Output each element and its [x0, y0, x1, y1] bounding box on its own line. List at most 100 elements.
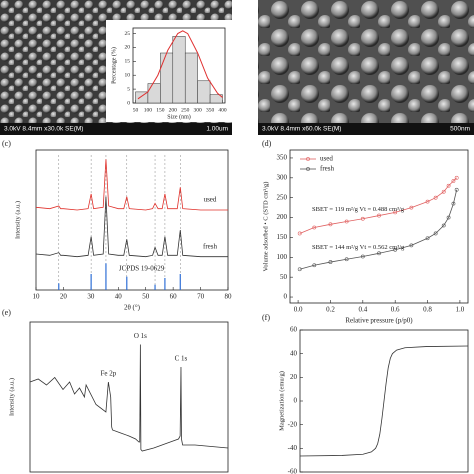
y-tick-label: 350	[277, 154, 288, 162]
bar	[147, 83, 161, 104]
plot-frame	[35, 149, 229, 291]
y-axis-label: Volume adsorbed • C (STD cm³/g)	[262, 182, 269, 272]
series-label: fresh	[203, 242, 217, 250]
marker	[425, 236, 430, 241]
marker	[328, 222, 333, 227]
marker	[454, 175, 459, 180]
marker	[344, 219, 349, 224]
x-tick-label: 50	[133, 107, 139, 113]
x-axis-label: Size (nm)	[167, 113, 191, 120]
peak-label: C 1s	[175, 355, 188, 363]
y-tick-label: 15	[125, 59, 131, 65]
marker	[441, 223, 446, 228]
marker	[393, 247, 398, 252]
y-tick-label: 25	[125, 31, 131, 37]
marker	[433, 231, 438, 236]
y-axis-label: Percentage (%)	[110, 47, 117, 84]
y-tick-label: 10	[125, 72, 131, 78]
peak-label: O 1s	[134, 332, 147, 340]
y-tick-label: -40	[288, 444, 298, 452]
bar	[209, 94, 223, 104]
y-tick-label: 100	[277, 253, 288, 261]
bar	[172, 36, 186, 104]
reference-label: JCPDS 19-0629	[119, 264, 165, 272]
y-axis-label: Intensity (a.u.)	[14, 201, 21, 239]
panel-label: (c)	[2, 139, 11, 148]
x-tick-label: 0.8	[423, 306, 432, 314]
peak-label: Fe 2p	[101, 370, 117, 378]
marker	[312, 225, 317, 230]
x-tick-label: 300	[194, 107, 203, 113]
sem-scale: 500nm	[450, 126, 470, 133]
marker	[360, 254, 365, 259]
x-tick-label: 400	[218, 107, 227, 113]
y-tick-label: 40	[290, 349, 298, 357]
x-tick-label: 30	[87, 293, 95, 301]
marker	[441, 189, 446, 194]
y-tick-label: 20	[125, 45, 131, 51]
y-axis-label: Intensity (a.u.)	[8, 378, 15, 416]
series-line	[299, 189, 458, 270]
marker	[451, 201, 456, 206]
x-tick-label: 0.0	[294, 306, 303, 314]
marker	[297, 231, 302, 236]
legend-marker	[306, 157, 310, 161]
sem-scale: 1.00um	[206, 126, 228, 133]
y-axis-label: Magnetization (emu/g)	[278, 371, 285, 431]
plot-frame	[29, 321, 229, 473]
legend-marker	[306, 167, 310, 171]
panel-label: (d)	[262, 139, 272, 148]
panel-label: (f)	[262, 313, 270, 322]
bar	[197, 80, 211, 104]
y-tick-label: 5	[127, 86, 130, 92]
y-tick-label: 60	[290, 326, 298, 334]
x-tick-label: 200	[169, 107, 178, 113]
x-tick-label: 100	[144, 107, 153, 113]
marker	[409, 243, 414, 248]
x-tick-label: 0.2	[326, 306, 335, 314]
marker	[454, 187, 459, 192]
sem-footer	[258, 123, 474, 135]
sem-image-b: 3.0kV 8.4mm x60.0k SE(M) 500nm	[258, 0, 474, 135]
x-tick-label: 60	[170, 293, 178, 301]
y-tick-label: 50	[280, 273, 288, 281]
y-tick-label: 20	[290, 373, 298, 381]
marker	[446, 183, 451, 188]
y-tick-label: 200	[277, 213, 288, 221]
legend-label: used	[320, 155, 333, 163]
sem-image	[258, 0, 474, 135]
marker	[312, 263, 317, 268]
x-tick-label: 50	[142, 293, 150, 301]
y-tick-label: 300	[277, 173, 288, 181]
x-tick-label: 150	[156, 107, 165, 113]
x-tick-label: 10	[33, 293, 41, 301]
marker	[360, 216, 365, 221]
annotation: SBET = 119 m²/g Vt = 0.488 cm³/g	[312, 206, 405, 213]
x-axis-label: Relative pressure (p/p0)	[345, 317, 413, 325]
series-line	[299, 177, 457, 234]
marker	[409, 205, 414, 210]
y-tick-label: 250	[277, 193, 288, 201]
x-tick-label: 40	[115, 293, 123, 301]
x-tick-label: 70	[197, 293, 205, 301]
marker	[328, 260, 333, 264]
fit-curve	[137, 30, 223, 100]
marker	[393, 210, 398, 215]
bar	[160, 52, 174, 104]
marker	[433, 195, 438, 200]
plot-frame	[289, 149, 469, 304]
sem-info: 3.0kV 8.4mm x30.0k SE(M)	[4, 126, 83, 133]
x-tick-label: 1.0	[456, 306, 465, 314]
y-tick-label: 0	[284, 293, 288, 301]
x-axis-label: 2θ (°)	[124, 304, 141, 312]
marker	[377, 251, 381, 256]
annotation: SBET = 144 m²/g Vt = 0.562 cm³/g	[312, 244, 405, 251]
marker	[344, 257, 349, 262]
panel-label: (e)	[2, 308, 11, 317]
bar	[184, 52, 198, 104]
series-line	[35, 159, 228, 211]
sem-footer	[0, 123, 232, 135]
y-tick-label: 0	[294, 397, 298, 405]
marker	[451, 179, 456, 183]
